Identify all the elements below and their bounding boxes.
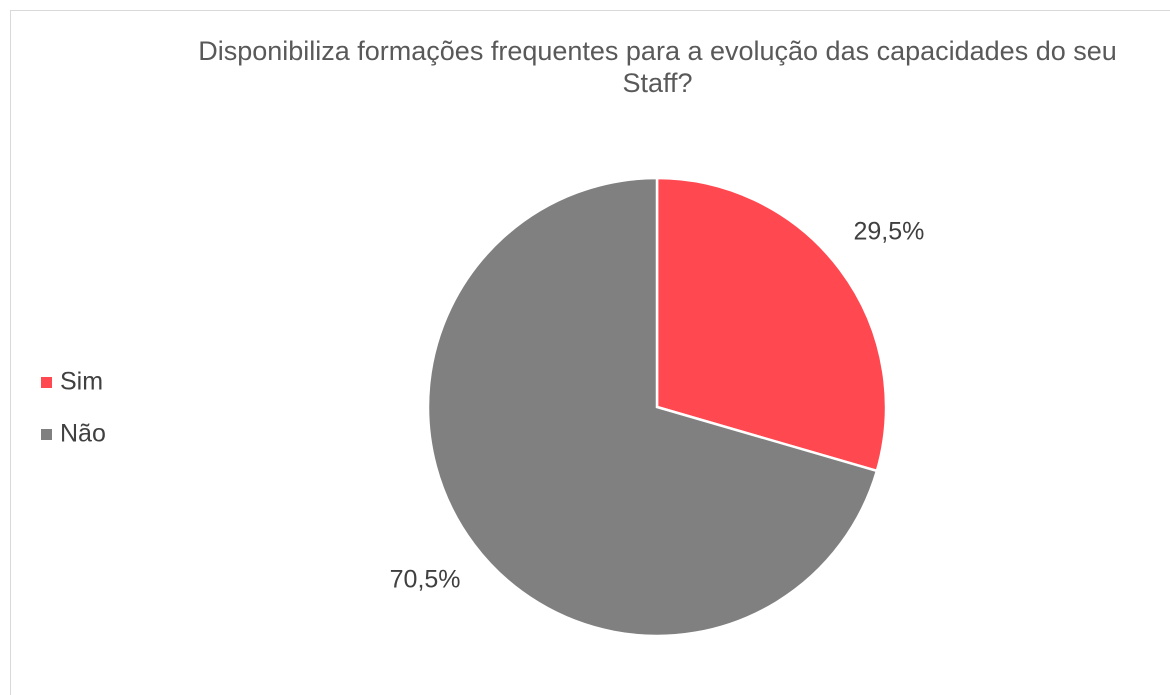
- legend-swatch: [41, 429, 52, 440]
- data-label: 70,5%: [390, 566, 461, 594]
- legend-label: Sim: [60, 368, 103, 396]
- chart-title: Disponibiliza formações frequentes para …: [198, 36, 1117, 99]
- legend-label: Não: [60, 420, 106, 448]
- pie-slice: [426, 176, 879, 638]
- legend-swatch: [41, 377, 52, 388]
- data-label: 29,5%: [853, 217, 924, 245]
- pie-slice: [655, 176, 888, 473]
